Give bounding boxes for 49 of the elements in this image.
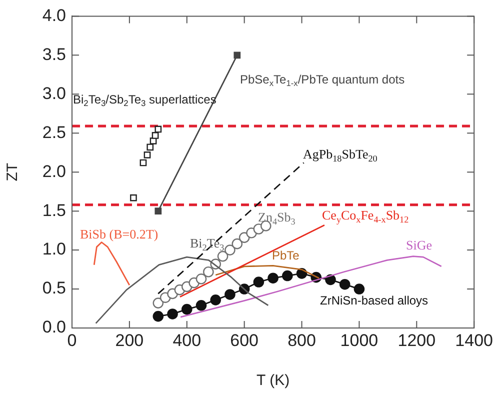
point	[268, 272, 278, 284]
y-tick-label: 2.5	[42, 122, 66, 142]
x-tick-label: 200	[115, 330, 144, 350]
point	[152, 298, 164, 308]
point	[167, 308, 178, 320]
point	[130, 194, 137, 202]
y-tick-label: 1.5	[42, 200, 66, 220]
point	[224, 289, 236, 300]
point	[181, 304, 192, 315]
point	[203, 266, 214, 278]
point	[152, 310, 164, 322]
y-tick-label: 0.5	[42, 278, 66, 298]
y-axis-title: ZT	[4, 162, 22, 182]
point	[210, 294, 222, 306]
x-axis-title: T (K)	[256, 372, 290, 390]
x-tick-label: 0	[67, 330, 77, 350]
y-tick-label: 2.0	[42, 162, 66, 181]
y-tick-label: 3.5	[42, 44, 66, 64]
series-label: PbTe	[272, 248, 300, 262]
point	[196, 273, 207, 284]
point	[339, 278, 350, 290]
point	[282, 270, 293, 282]
x-tick-label: 1200	[398, 330, 436, 350]
point	[253, 276, 264, 288]
point	[154, 208, 162, 215]
x-tick-label: 400	[172, 330, 202, 350]
point	[238, 232, 250, 243]
y-tick-label: 1.0	[42, 240, 66, 259]
point	[234, 52, 241, 59]
point	[354, 284, 365, 294]
point	[146, 144, 154, 151]
point	[232, 238, 243, 250]
y-tick-label: 0.0	[42, 318, 66, 337]
point	[140, 159, 147, 166]
point	[217, 250, 228, 262]
x-tick-label: 1400	[455, 330, 494, 350]
y-tick-label: 4.0	[42, 6, 66, 25]
series-label: SiGe	[406, 237, 432, 252]
series-label: ZrNiSn-based alloys	[320, 293, 428, 308]
point	[152, 132, 159, 139]
point	[144, 152, 151, 158]
series-label: BiSb (B=0.2T)	[80, 226, 158, 242]
point	[196, 300, 207, 311]
x-tick-label: 600	[230, 330, 259, 350]
x-tick-label: 1000	[340, 330, 378, 350]
y-tick-label: 3.0	[42, 84, 66, 103]
point	[154, 126, 162, 133]
point	[224, 244, 236, 256]
x-tick-label: 800	[288, 330, 316, 350]
